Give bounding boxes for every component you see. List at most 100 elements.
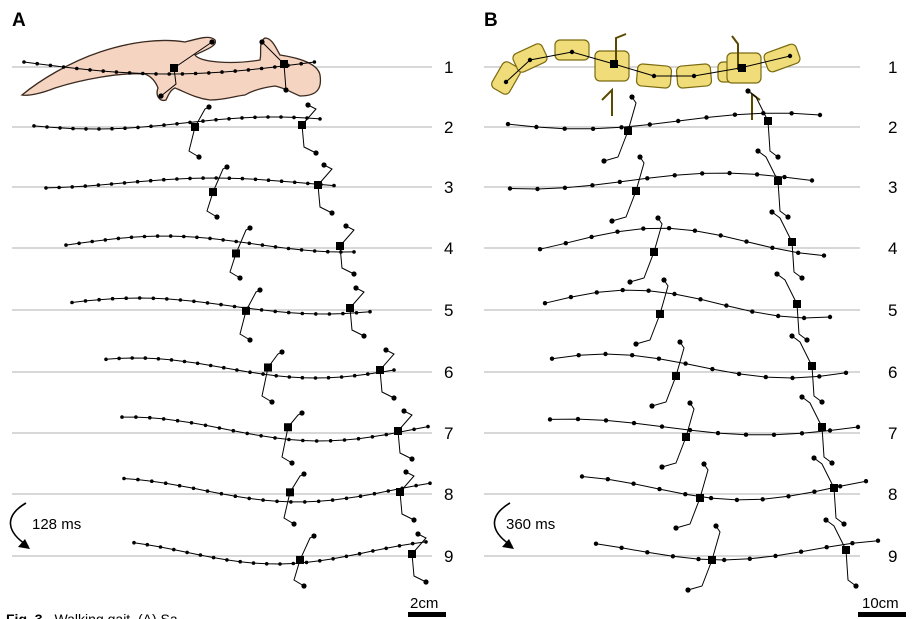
frame-3-trace bbox=[44, 162, 336, 220]
spine-point bbox=[109, 182, 114, 186]
spine-point bbox=[358, 494, 363, 499]
spine-point bbox=[704, 115, 709, 120]
spine-point bbox=[198, 553, 203, 557]
limb-tip bbox=[289, 460, 295, 466]
spine-point bbox=[692, 228, 698, 233]
panel-a-label: A bbox=[12, 10, 26, 31]
robot-segment-1 bbox=[491, 61, 521, 95]
spine-point bbox=[259, 434, 263, 438]
spine-point bbox=[527, 57, 533, 63]
limb-tip bbox=[775, 154, 781, 160]
limb-tip bbox=[415, 531, 421, 537]
limb-tip bbox=[687, 400, 693, 406]
limb-line bbox=[281, 427, 293, 464]
limb-tip bbox=[237, 275, 243, 281]
limb-line bbox=[821, 426, 833, 464]
spine-point bbox=[137, 296, 142, 300]
spine-point bbox=[134, 415, 138, 419]
spine-point bbox=[424, 540, 428, 544]
spine-point bbox=[155, 234, 160, 238]
panel-a-kinematic-traces bbox=[22, 39, 432, 589]
spine-line bbox=[123, 478, 431, 503]
spine-point bbox=[683, 361, 688, 366]
panel-b-reference-lines bbox=[484, 66, 860, 557]
spine-point bbox=[22, 60, 26, 64]
limb-tip bbox=[383, 347, 389, 353]
limb-tip bbox=[713, 523, 719, 529]
frame-number-2: 2 bbox=[888, 118, 897, 137]
limb-line bbox=[411, 533, 427, 555]
limb-line bbox=[767, 120, 779, 158]
spine-point bbox=[428, 481, 432, 486]
spine-point bbox=[646, 288, 651, 293]
spine-point bbox=[670, 554, 676, 559]
spine-point bbox=[175, 122, 179, 126]
limb-line bbox=[757, 150, 779, 182]
spine-point bbox=[253, 115, 257, 120]
limb-line bbox=[301, 104, 317, 126]
limb-line bbox=[399, 471, 415, 493]
limb-line bbox=[283, 492, 295, 525]
limb-line bbox=[811, 365, 823, 403]
spine-point bbox=[90, 239, 94, 244]
spine-point bbox=[700, 171, 705, 176]
spine-point bbox=[620, 287, 625, 293]
spine-point bbox=[208, 236, 212, 241]
spine-point bbox=[240, 176, 245, 181]
spine-point bbox=[136, 477, 140, 482]
spine-point bbox=[246, 68, 251, 72]
spine-point bbox=[141, 71, 145, 76]
spine-point bbox=[392, 368, 396, 372]
spine-point bbox=[116, 236, 121, 241]
spine-point bbox=[743, 432, 749, 437]
limb-tip bbox=[799, 394, 805, 400]
spine-point bbox=[287, 437, 291, 442]
spine-line bbox=[595, 540, 879, 561]
panel-b-arrow-head-icon bbox=[502, 539, 514, 549]
limb-line bbox=[777, 180, 789, 218]
spine-point bbox=[104, 357, 108, 362]
spine-point bbox=[809, 178, 815, 183]
limb-tip bbox=[206, 104, 212, 110]
limb-tip bbox=[609, 218, 615, 224]
limb-line bbox=[675, 497, 701, 529]
limb-line bbox=[796, 303, 808, 341]
spine-line bbox=[581, 476, 867, 501]
spine-point bbox=[158, 545, 163, 549]
frame-5-trace bbox=[70, 285, 372, 343]
spine-point bbox=[172, 547, 176, 552]
frame-number-3: 3 bbox=[444, 178, 453, 197]
spine-point bbox=[331, 557, 335, 561]
limb-tip bbox=[279, 349, 285, 355]
limb-tip bbox=[755, 148, 761, 154]
frame-7-trace bbox=[120, 408, 430, 466]
spine-point bbox=[630, 353, 635, 358]
spine-point bbox=[275, 499, 279, 504]
spine-point bbox=[97, 127, 101, 131]
spine-point bbox=[122, 476, 126, 481]
limb-line bbox=[397, 430, 413, 460]
spine-point bbox=[776, 313, 781, 319]
spine-point bbox=[110, 296, 115, 301]
spine-point bbox=[188, 120, 192, 125]
frame-number-5: 5 bbox=[444, 301, 453, 320]
spine-point bbox=[117, 356, 121, 361]
spine-point bbox=[192, 299, 196, 304]
spine-point bbox=[291, 561, 296, 566]
spine-point bbox=[318, 559, 322, 563]
spine-point bbox=[356, 436, 361, 441]
spine-point bbox=[238, 559, 242, 564]
spine-point bbox=[205, 301, 210, 305]
spine-point bbox=[659, 424, 665, 429]
frame-number-7: 7 bbox=[444, 424, 453, 443]
spine-point bbox=[231, 428, 236, 433]
spine-point bbox=[312, 60, 317, 64]
spine-point bbox=[44, 186, 48, 190]
spine-point bbox=[299, 61, 304, 66]
spine-point bbox=[123, 126, 127, 130]
spine-point bbox=[292, 180, 297, 185]
spine-point bbox=[292, 115, 296, 120]
spine-point bbox=[77, 241, 81, 246]
limb-tip bbox=[283, 87, 289, 93]
limb-tip bbox=[313, 150, 319, 156]
